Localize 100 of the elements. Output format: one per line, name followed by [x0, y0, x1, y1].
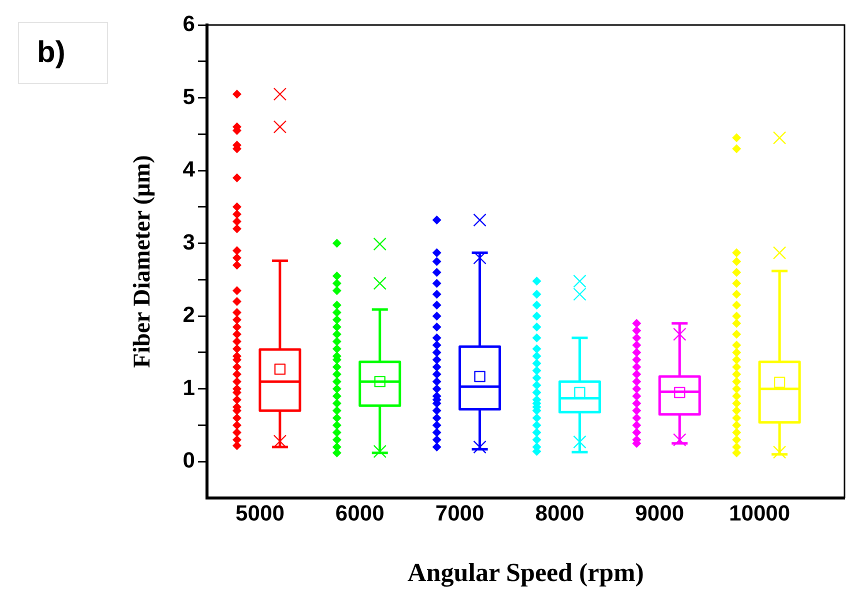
- point: [232, 297, 242, 306]
- y-tick-label: 0: [182, 448, 195, 473]
- point: [332, 370, 342, 379]
- point: [532, 380, 542, 390]
- point: [232, 395, 242, 404]
- point: [632, 355, 642, 364]
- point: [432, 348, 442, 357]
- point: [632, 384, 642, 394]
- point: [432, 370, 442, 379]
- point: [232, 210, 242, 219]
- point: [432, 406, 442, 416]
- point: [732, 348, 742, 357]
- point: [332, 384, 342, 394]
- point: [332, 238, 342, 248]
- point: [232, 286, 242, 296]
- point: [232, 428, 242, 438]
- point: [432, 355, 442, 364]
- point: [632, 333, 642, 342]
- x-tick-label: 5000: [235, 500, 284, 526]
- point: [632, 377, 642, 386]
- point: [432, 312, 442, 321]
- point: [432, 377, 442, 386]
- point: [232, 253, 242, 262]
- point: [532, 388, 542, 397]
- point: [432, 278, 442, 288]
- point: [332, 428, 342, 438]
- point: [332, 392, 342, 401]
- point: [732, 330, 742, 339]
- point: [232, 362, 242, 372]
- point: [332, 272, 342, 281]
- point: [432, 268, 442, 277]
- x-tick-label: 10000: [728, 500, 790, 526]
- point: [632, 428, 642, 438]
- point: [732, 312, 742, 321]
- point: [732, 257, 742, 266]
- point: [732, 406, 742, 416]
- point: [532, 290, 542, 299]
- point: [332, 420, 342, 430]
- point: [732, 248, 742, 258]
- point: [332, 406, 342, 416]
- point: [732, 144, 742, 154]
- point: [232, 322, 242, 332]
- point: [232, 413, 242, 422]
- point: [532, 373, 542, 382]
- point: [732, 392, 742, 401]
- point: [332, 344, 342, 354]
- point: [432, 290, 442, 299]
- point: [332, 330, 342, 339]
- point: [732, 428, 742, 438]
- point: [732, 413, 742, 422]
- point: [432, 340, 442, 350]
- point: [432, 442, 442, 452]
- point: [232, 377, 242, 386]
- point: [732, 362, 742, 372]
- point: [432, 248, 442, 258]
- point: [432, 362, 442, 372]
- point: [632, 326, 642, 336]
- point: [532, 352, 542, 361]
- point: [232, 173, 242, 182]
- point: [332, 362, 342, 372]
- point: [432, 216, 442, 225]
- point: [432, 420, 442, 430]
- point: [732, 355, 742, 364]
- point: [432, 384, 442, 394]
- point: [632, 370, 642, 379]
- point: [732, 268, 742, 277]
- point: [332, 413, 342, 422]
- point: [232, 315, 242, 324]
- point: [432, 257, 442, 266]
- point: [232, 224, 242, 234]
- point: [332, 315, 342, 324]
- point: [332, 398, 342, 408]
- point: [532, 276, 542, 286]
- point: [732, 318, 742, 328]
- point: [632, 406, 642, 416]
- point: [632, 392, 642, 401]
- point: [332, 300, 342, 310]
- point: [532, 300, 542, 310]
- point: [232, 344, 242, 354]
- x-tick-label: 8000: [535, 500, 584, 526]
- point: [532, 333, 542, 342]
- point: [232, 308, 242, 317]
- point: [332, 337, 342, 346]
- x-tick-label: 9000: [635, 500, 684, 526]
- text: b): [18, 22, 108, 84]
- point: [732, 290, 742, 299]
- y-tick-label: 1: [182, 374, 195, 400]
- point: [532, 322, 542, 332]
- point: [432, 300, 442, 310]
- point: [632, 318, 642, 328]
- point: [732, 133, 742, 142]
- point: [232, 330, 242, 339]
- point: [732, 435, 742, 444]
- y-tick-label: 6: [182, 11, 195, 36]
- point: [232, 260, 242, 270]
- point: [632, 340, 642, 350]
- point: [432, 435, 442, 444]
- point: [532, 366, 542, 376]
- point: [532, 358, 542, 368]
- x-tick-label: 7000: [435, 500, 484, 526]
